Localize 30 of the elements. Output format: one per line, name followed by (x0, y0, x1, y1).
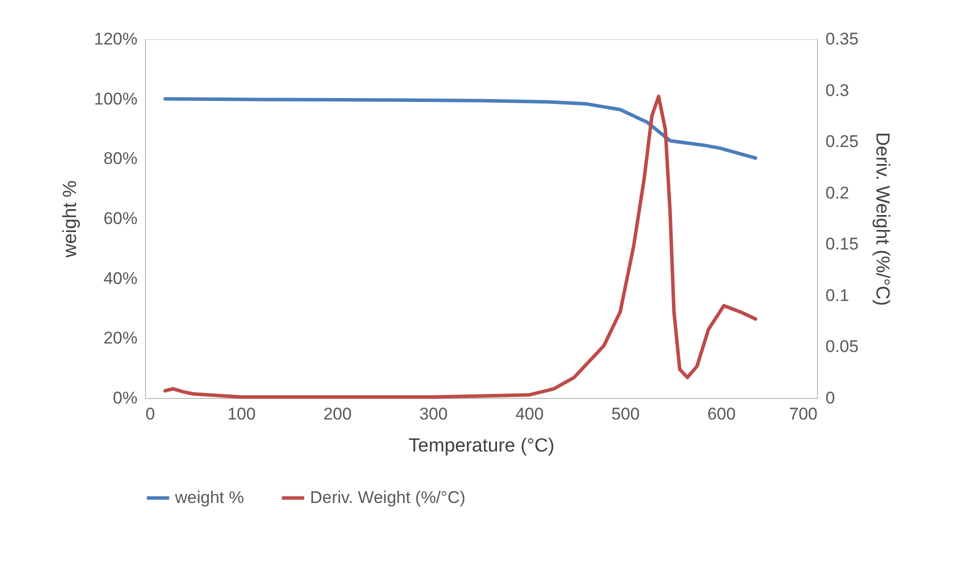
y-tick-label: 40% (103, 268, 138, 288)
line-series (163, 97, 758, 160)
x-tick-label: 200 (323, 404, 352, 424)
y-tick-label: 0% (112, 388, 138, 408)
x-tick-label: 400 (515, 404, 544, 424)
legend-label: Deriv. Weight (%/°C) (310, 488, 466, 507)
y2-tick-label: 0 (826, 388, 835, 408)
y-tick-label: 60% (103, 209, 138, 228)
y2-tick-label: 0.05 (826, 337, 859, 356)
legend-label: weight % (174, 488, 244, 507)
y2-tick-label: 0.3 (826, 80, 850, 100)
y2-tick-label: 0.35 (826, 30, 859, 48)
y2-tick-label: 0.25 (826, 132, 859, 152)
y2-tick-label: 0.2 (826, 183, 850, 202)
y-tick-label: 100% (94, 89, 138, 108)
x-tick-label: 700 (789, 404, 818, 424)
y-tick-label: 20% (103, 328, 138, 348)
x-tick-label: 100 (227, 404, 256, 424)
x-tick-label: 500 (611, 404, 640, 424)
y-axis-title: weight % (60, 180, 82, 259)
y2-tick-label: 0.15 (826, 234, 859, 254)
y-tick-label: 80% (103, 149, 138, 168)
x-tick-label: 600 (707, 404, 736, 424)
line-series (163, 94, 758, 399)
x-tick-label: 0 (146, 404, 155, 424)
y2-axis-title: Deriv. Weight (%/°C) (872, 132, 893, 306)
y-tick-label: 120% (94, 30, 138, 48)
y2-tick-label: 0.1 (826, 286, 850, 305)
x-axis-title: Temperature (°C) (408, 436, 554, 456)
x-tick-label: 300 (419, 404, 448, 424)
